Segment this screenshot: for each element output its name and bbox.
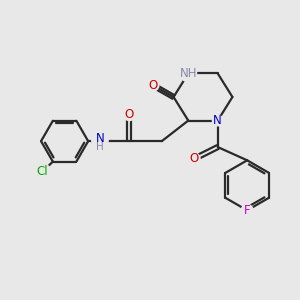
Circle shape — [34, 164, 51, 180]
Text: O: O — [125, 108, 134, 121]
Circle shape — [188, 153, 200, 165]
Text: Cl: Cl — [37, 165, 48, 178]
Circle shape — [124, 109, 135, 121]
Text: F: F — [244, 204, 250, 217]
Text: NH: NH — [179, 67, 197, 80]
Circle shape — [212, 115, 223, 126]
Text: N: N — [213, 114, 222, 127]
Circle shape — [147, 79, 159, 91]
Circle shape — [241, 205, 253, 216]
Circle shape — [180, 65, 196, 82]
Circle shape — [92, 131, 108, 148]
Text: O: O — [190, 152, 199, 165]
Text: N: N — [96, 132, 104, 145]
Text: H: H — [96, 142, 104, 152]
Text: O: O — [148, 79, 158, 92]
